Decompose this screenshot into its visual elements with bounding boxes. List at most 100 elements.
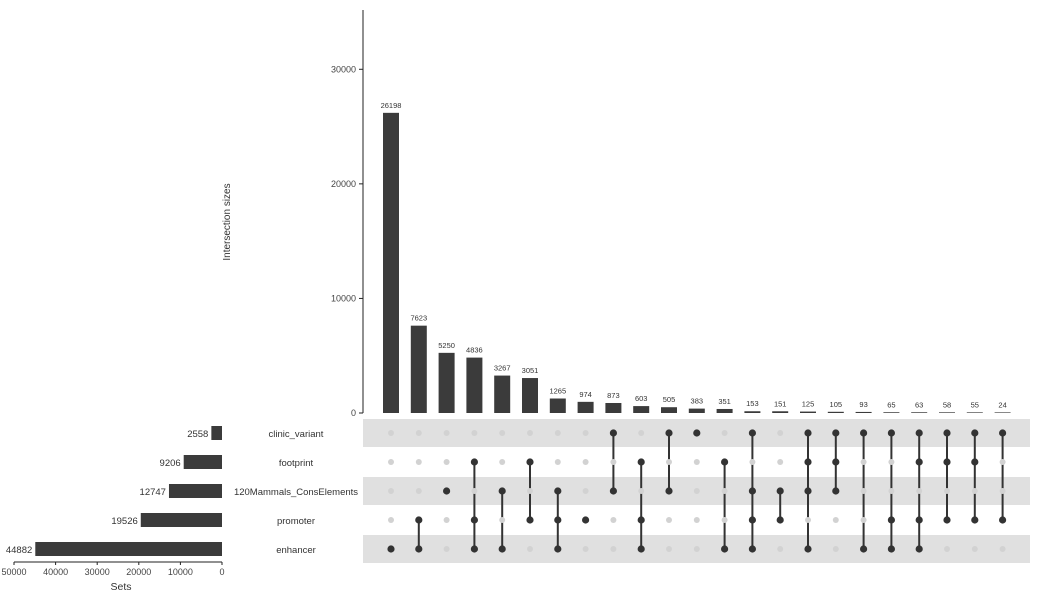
matrix-dot-inactive (832, 546, 839, 552)
matrix-dot-inactive (443, 459, 450, 465)
matrix-dot-active (721, 545, 729, 553)
intersection-bar-value-label: 65 (887, 400, 895, 409)
matrix-dot-active (554, 487, 562, 495)
matrix-dot-active (776, 487, 784, 495)
intersection-axis-tick-label: 30000 (331, 64, 356, 74)
intersection-bar (911, 412, 928, 413)
intersection-bar (661, 407, 677, 413)
intersection-bar-value-label: 5250 (438, 341, 455, 350)
matrix-dot-active (693, 429, 701, 437)
intersection-bar (577, 401, 594, 413)
matrix-dot-inactive (388, 517, 394, 523)
matrix-dot-inactive (527, 430, 533, 436)
matrix-dot-inactive (693, 517, 700, 523)
intersection-bar-value-label: 105 (830, 400, 843, 409)
set-size-axis-tick-label: 40000 (43, 567, 68, 577)
matrix-dot-inactive (471, 488, 478, 494)
matrix-dot-active (470, 545, 478, 553)
matrix-dot-active (776, 516, 784, 524)
matrix-dot-inactive (971, 546, 978, 552)
matrix-dot-inactive (888, 459, 895, 465)
matrix-dot-inactive (666, 517, 672, 523)
matrix-dot-inactive (693, 459, 700, 465)
matrix-dot-inactive (721, 517, 728, 523)
matrix-dot-active (999, 429, 1007, 437)
matrix-dot-active (665, 429, 673, 437)
matrix-dot-inactive (638, 488, 645, 494)
set-name-label: enhancer (276, 545, 316, 556)
matrix-dot-active (748, 545, 757, 553)
matrix-dot-inactive (777, 430, 784, 436)
matrix-dot-inactive (471, 430, 478, 436)
matrix-dot-active (943, 429, 951, 437)
matrix-dot-active (470, 458, 478, 466)
matrix-dot-inactive (527, 488, 533, 494)
intersection-bar-value-label: 7623 (410, 314, 427, 323)
matrix-dot-active (860, 429, 868, 437)
matrix-dot-inactive (944, 488, 950, 494)
matrix-dot-inactive (999, 488, 1006, 494)
intersection-bar (438, 352, 455, 413)
matrix-dot-active (887, 429, 896, 437)
matrix-dot-inactive (554, 459, 561, 465)
set-name-label: footprint (279, 458, 314, 469)
intersection-bar-value-label: 4836 (466, 346, 483, 355)
intersection-bar (772, 411, 789, 413)
intersection-bar-value-label: 151 (774, 399, 787, 408)
intersection-bar-value-label: 873 (607, 391, 620, 400)
matrix-dot-inactive (388, 488, 394, 494)
set-name-label: 120Mammals_ConsElements (234, 487, 358, 498)
matrix-dot-active (971, 429, 979, 437)
matrix-dot-active (915, 545, 923, 553)
matrix-dot-active (415, 516, 423, 524)
matrix-dot-inactive (749, 459, 756, 465)
intersection-size-axis: Intersection sizes 0 10000 20000 30000 (222, 10, 364, 418)
intersection-bar (605, 402, 622, 413)
intersection-bar (716, 408, 733, 413)
matrix-dot-inactive (443, 430, 450, 436)
matrix-dot-active (832, 458, 840, 466)
matrix-dot-active (526, 458, 534, 466)
intersection-bar-value-label: 93 (859, 400, 867, 409)
matrix-dot-inactive (388, 459, 394, 465)
intersection-bar-value-label: 55 (971, 400, 979, 409)
matrix-dot-inactive (805, 517, 811, 523)
matrix-dot-inactive (693, 546, 700, 552)
intersection-bar-value-label: 505 (663, 395, 676, 404)
matrix-dot-inactive (944, 546, 950, 552)
set-size-value-label: 2558 (187, 429, 208, 440)
matrix-dot-active (748, 516, 757, 524)
matrix-dot-inactive (860, 517, 867, 523)
matrix-dot-inactive (582, 430, 589, 436)
matrix-dot-active (915, 458, 923, 466)
matrix-dot-active (554, 516, 562, 524)
intersection-bar-value-label: 1265 (549, 387, 566, 396)
set-size-value-label: 44882 (6, 545, 32, 556)
matrix-dot-inactive (499, 459, 506, 465)
matrix-dot-active (554, 545, 562, 553)
set-size-bar (35, 542, 222, 556)
intersection-bar-value-label: 974 (579, 390, 592, 399)
matrix-dot-inactive (777, 459, 784, 465)
intersection-bar-value-label: 351 (718, 397, 731, 406)
matrix-dot-active (498, 487, 506, 495)
intersection-bar-value-label: 153 (746, 399, 759, 408)
intersection-bar (633, 406, 650, 413)
matrix-dot-inactive (610, 546, 617, 552)
matrix-dot-inactive (527, 546, 533, 552)
matrix-dot-active (971, 458, 979, 466)
set-size-axis-tick-label: 30000 (85, 567, 110, 577)
matrix-dot-active (637, 516, 645, 524)
matrix-dot-inactive (721, 488, 728, 494)
matrix-dot-active (804, 487, 812, 495)
matrix-dot-inactive (999, 459, 1006, 465)
matrix-dot-active (915, 429, 923, 437)
intersection-bar-value-label: 3267 (494, 364, 511, 373)
matrix-dot-active (415, 545, 423, 553)
set-size-bars: 2558 9206 12747 19526 44882 (6, 426, 222, 556)
set-size-bar (140, 513, 222, 527)
matrix-dot-active (860, 545, 868, 553)
matrix-dot-inactive (721, 430, 728, 436)
matrix-dot-inactive (860, 488, 867, 494)
matrix-dot-active (582, 516, 590, 524)
